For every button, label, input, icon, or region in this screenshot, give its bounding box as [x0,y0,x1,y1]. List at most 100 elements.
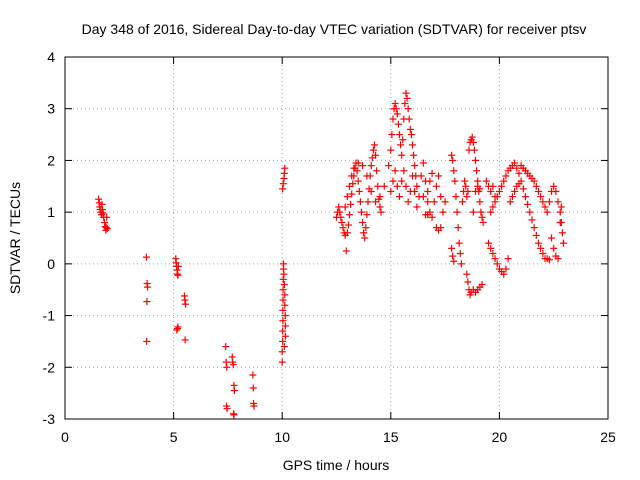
data-point [476,185,484,193]
data-point [495,187,503,195]
data-point [441,198,449,206]
y-tick-label: 2 [47,152,55,168]
data-point [278,348,286,356]
data-point [437,193,445,201]
data-point [511,159,519,167]
data-point [344,221,352,229]
data-point [478,213,486,221]
data-point [364,198,372,206]
x-tick-label: 0 [61,429,69,445]
data-point [513,164,521,172]
y-tick-label: -2 [43,359,56,375]
data-point [222,343,230,351]
data-point [426,177,434,185]
data-point [508,193,516,201]
data-point [182,300,190,308]
data-point [142,253,150,261]
data-point [432,182,440,190]
data-point [457,260,465,268]
data-point [469,208,477,216]
data-point [143,298,151,306]
data-point [101,218,109,226]
data-point [279,317,287,325]
data-point [479,218,487,226]
data-point [389,115,397,123]
data-point [456,250,464,258]
data-point [521,193,529,201]
data-point [556,208,564,216]
data-point [102,224,110,232]
data-point [537,244,545,252]
data-point [348,190,356,198]
data-point [413,203,421,211]
data-point [348,172,356,180]
data-point [451,177,459,185]
data-point [361,234,369,242]
data-point [450,167,458,175]
data-point [380,182,388,190]
data-point [143,337,151,345]
data-point [388,131,396,139]
data-point [342,247,350,255]
data-point [359,218,367,226]
data-point [554,255,562,263]
data-point [439,208,447,216]
data-point [249,384,257,392]
data-point [539,250,547,258]
plot-frame [64,56,609,420]
data-point [461,177,469,185]
chart-title: Day 348 of 2016, Sidereal Day-to-day VTE… [82,21,587,37]
data-point [346,211,354,219]
data-point [337,213,345,221]
data-point [281,332,289,340]
data-point [230,411,238,419]
data-point [463,270,471,278]
data-point [511,187,519,195]
data-point [360,229,368,237]
data-point [406,125,414,133]
data-point [468,133,476,141]
data-point [371,141,379,149]
data-point [404,198,412,206]
data-point [398,151,406,159]
data-point [504,255,512,263]
data-point [279,275,287,283]
data-point [454,224,462,232]
data-point [491,255,499,263]
data-point [391,167,399,175]
data-point [473,167,481,175]
data-point [489,250,497,258]
data-point [470,146,478,154]
data-point [500,270,508,278]
data-point [281,164,289,172]
data-point [350,164,358,172]
data-point [478,281,486,289]
y-tick-label: -3 [43,411,56,427]
data-point [419,159,427,167]
data-point [450,257,458,265]
data-point [515,180,523,188]
data-point [409,172,417,180]
data-point [424,198,432,206]
data-point [545,256,553,264]
data-point [435,172,443,180]
data-point [341,203,349,211]
data-point [391,100,399,108]
data-point [419,193,427,201]
data-point [417,172,425,180]
data-point [472,156,480,164]
data-point [534,187,542,195]
data-point [502,172,510,180]
data-point [372,151,380,159]
x-tick-label: 20 [492,429,508,445]
x-tick-label: 25 [600,429,616,445]
data-point [472,187,480,195]
data-point [395,193,403,201]
data-point [463,193,471,201]
data-point [279,306,287,314]
data-point [144,283,152,291]
data-point [489,182,497,190]
data-point [449,252,457,260]
data-point [281,312,289,320]
